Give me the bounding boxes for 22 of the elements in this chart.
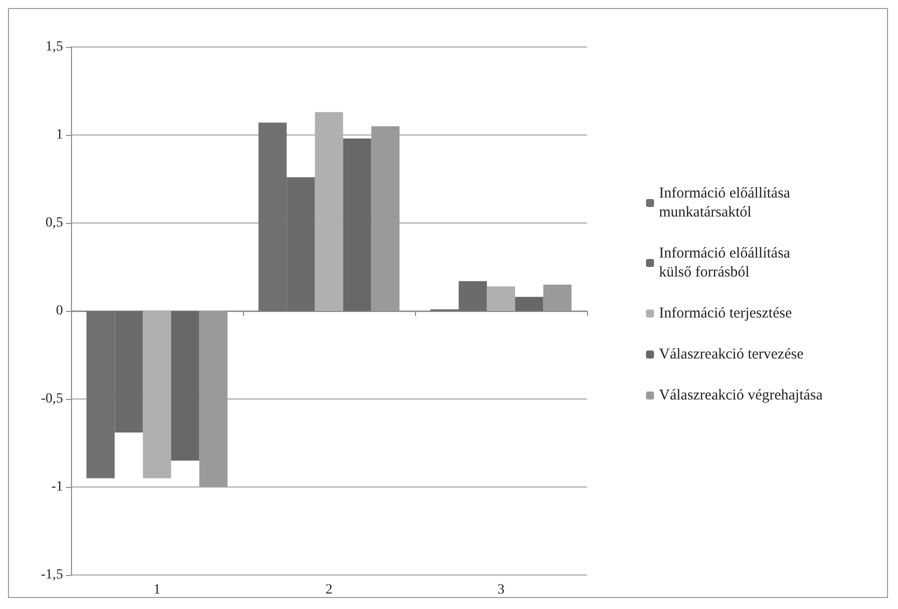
y-tick-label: -1	[51, 480, 63, 494]
bar	[171, 311, 200, 461]
y-tick-label: 0	[56, 304, 63, 318]
legend-label: Válaszreakció tervezése	[659, 346, 804, 362]
x-tick-label: 3	[498, 582, 504, 598]
bar	[199, 311, 228, 487]
legend-label: Információ előállítása külső forrásból	[659, 246, 794, 280]
x-tick-label: 1	[154, 582, 160, 598]
y-tick-label: 0,5	[46, 216, 63, 230]
y-tick-label: -1,5	[40, 568, 63, 582]
legend-label: Válaszreakció végrehajtása	[659, 388, 823, 404]
y-tick-label: -0,5	[40, 392, 63, 406]
y-tick-label: 1,5	[46, 40, 63, 54]
bar	[371, 126, 400, 311]
legend-label: Információ terjesztése	[659, 306, 792, 322]
bar	[486, 286, 516, 311]
bar	[543, 284, 572, 311]
x-tick-label: 2	[326, 582, 332, 598]
bar	[343, 138, 372, 311]
y-tick-label: 1	[56, 128, 63, 142]
bar	[515, 296, 544, 311]
legend-label: Információ előállítása munkatársaktól	[659, 186, 794, 220]
